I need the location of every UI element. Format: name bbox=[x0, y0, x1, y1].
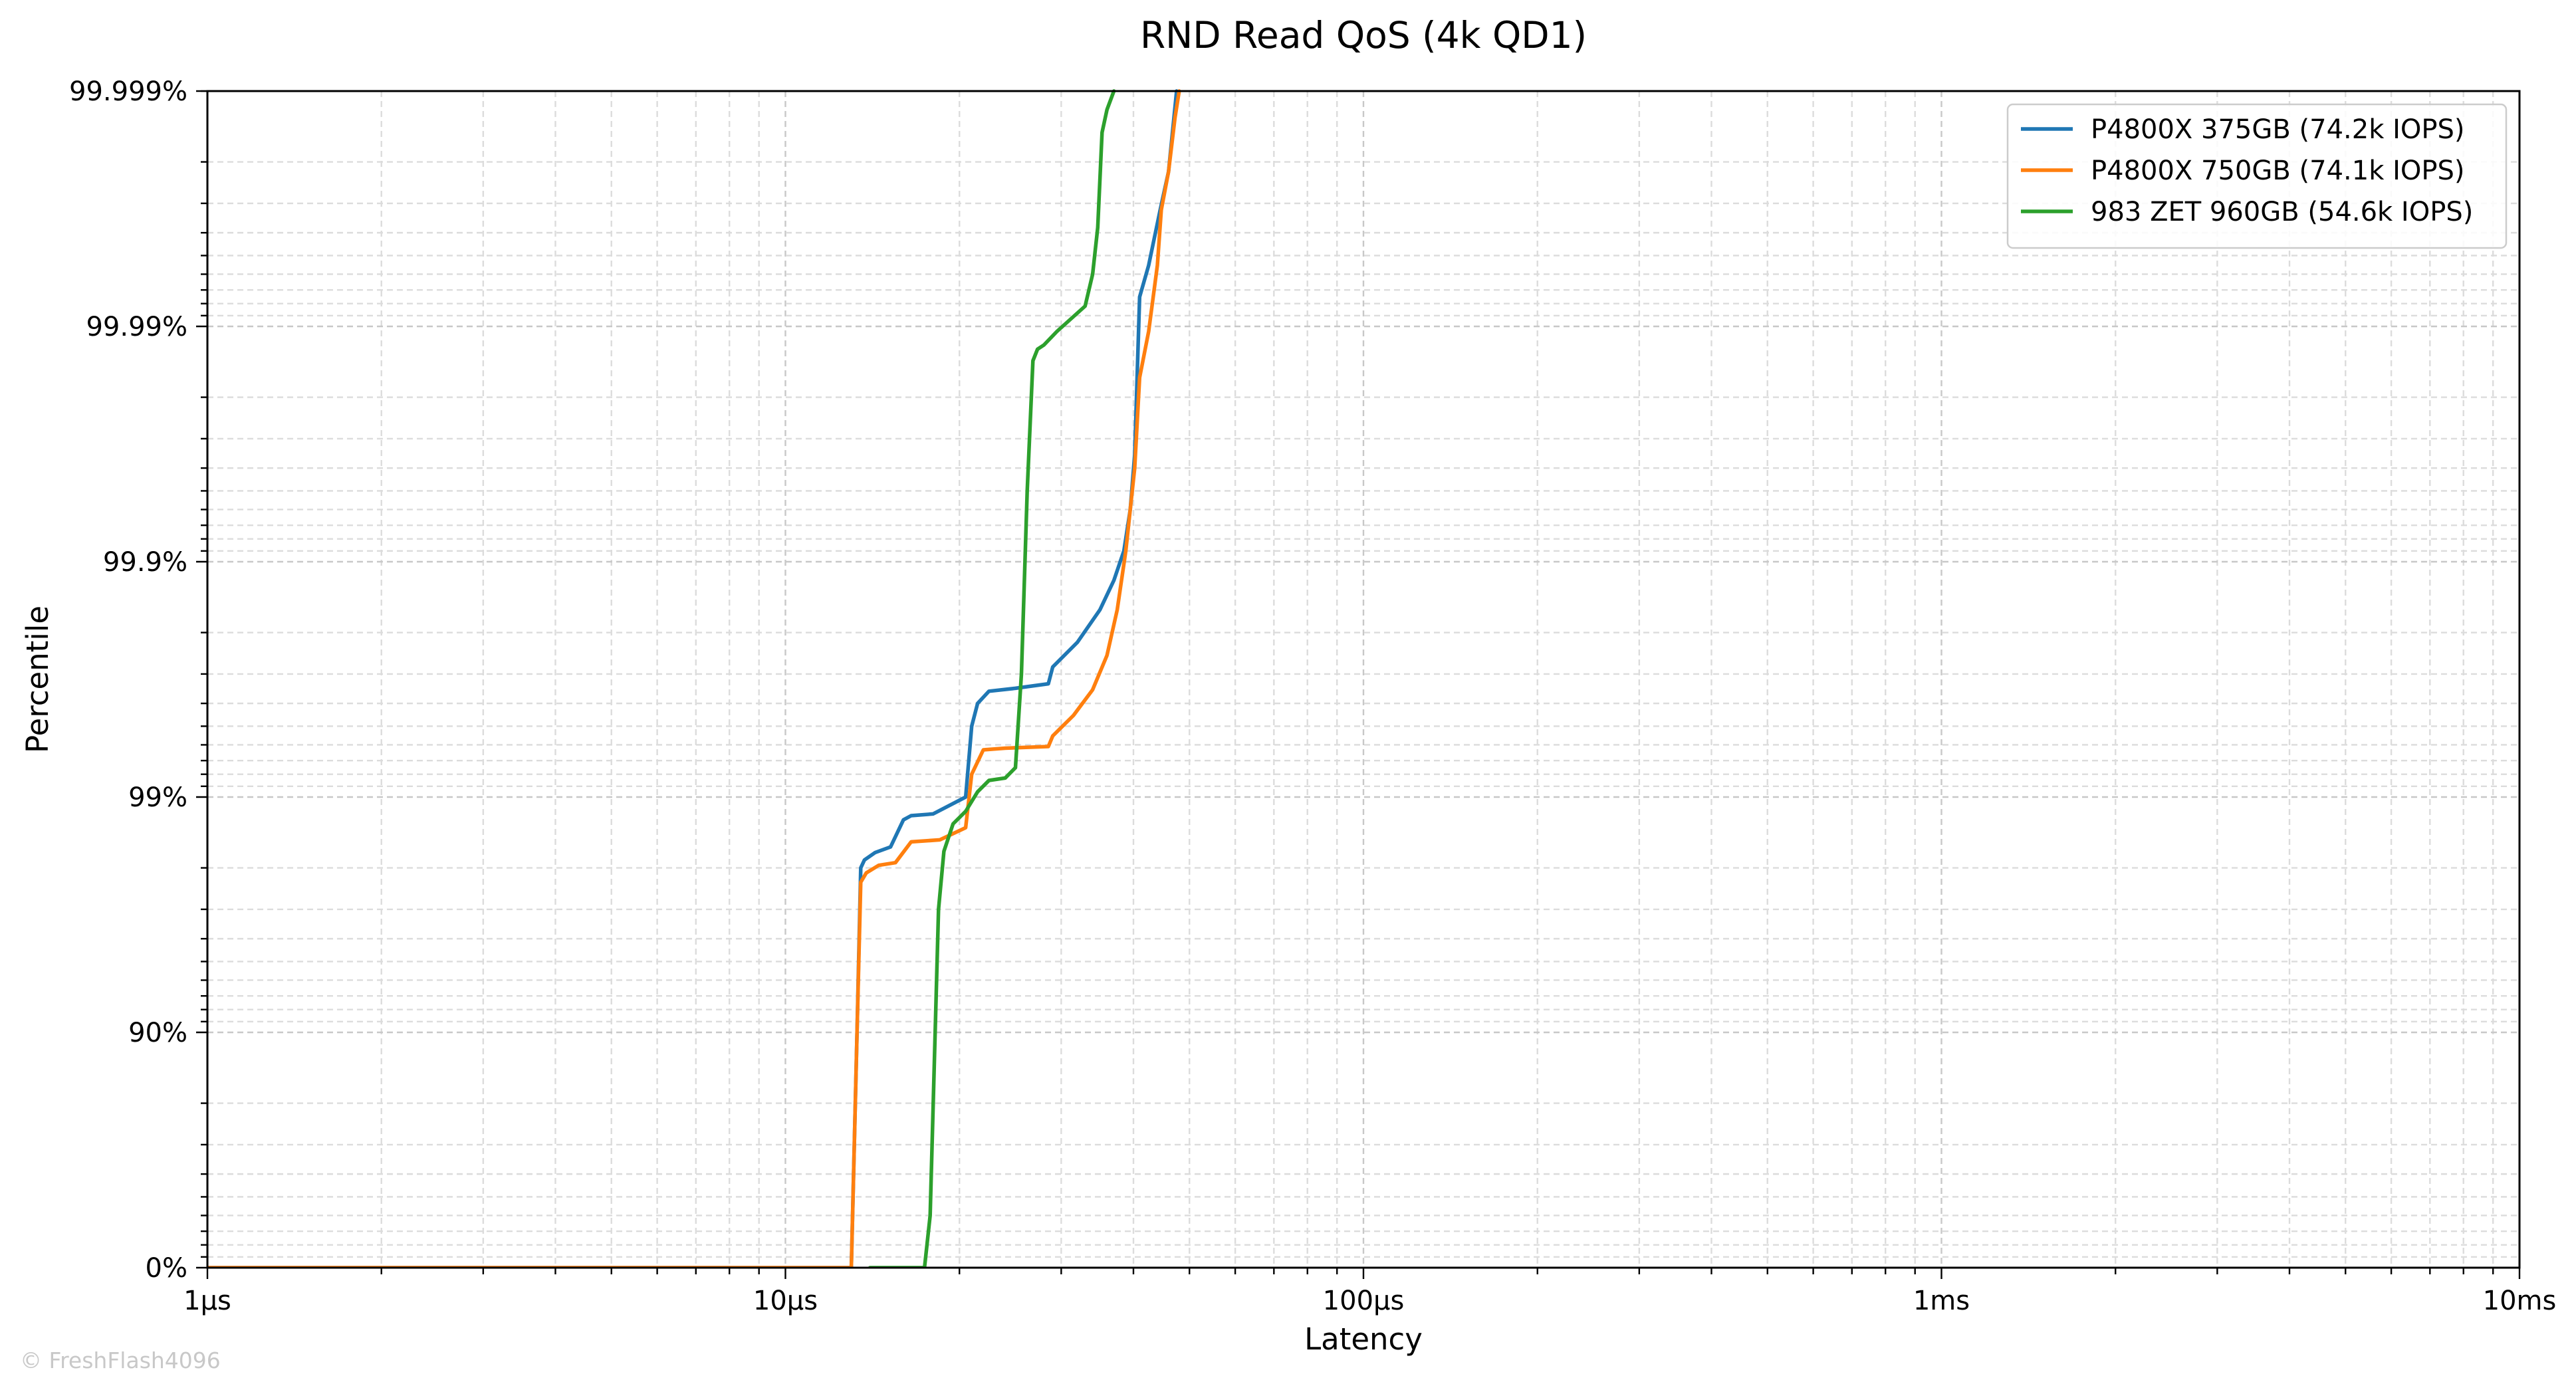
y-tick-label: 99.999% bbox=[69, 76, 187, 107]
y-axis-title: Percentile bbox=[20, 606, 55, 753]
legend-label-1: P4800X 375GB (74.2k IOPS) bbox=[2091, 114, 2464, 145]
y-tick-label: 99.99% bbox=[86, 312, 187, 342]
y-tick-label: 99% bbox=[128, 782, 187, 813]
legend-label-3: 983 ZET 960GB (54.6k IOPS) bbox=[2091, 197, 2473, 227]
axis-ticks bbox=[196, 90, 2521, 1279]
legend: P4800X 375GB (74.2k IOPS) P4800X 750GB (7… bbox=[2006, 103, 2508, 249]
y-tick-label: 0% bbox=[146, 1253, 187, 1284]
series-line-3 bbox=[868, 89, 1116, 1268]
x-tick-label: 10µs bbox=[753, 1286, 818, 1316]
credit-watermark: © FreshFlash4096 bbox=[20, 1347, 221, 1373]
series-line-1 bbox=[207, 89, 1179, 1268]
chart-title: RND Read QoS (4k QD1) bbox=[1140, 14, 1587, 57]
x-tick-label: 1ms bbox=[1913, 1286, 1970, 1316]
tick-labels: 1µs 10µs 100µs 1ms 10ms 0% 90% 99% 99.9% 99.99% 99… bbox=[69, 76, 2556, 1316]
y-tick-label: 90% bbox=[128, 1018, 187, 1048]
series-lines bbox=[207, 89, 1181, 1268]
legend-label-2: P4800X 750GB (74.1k IOPS) bbox=[2091, 156, 2464, 186]
grid bbox=[207, 90, 2519, 1268]
y-tick-label: 99.9% bbox=[103, 547, 187, 578]
series-line-2 bbox=[207, 89, 1181, 1268]
x-tick-label: 1µs bbox=[183, 1286, 231, 1316]
legend-box bbox=[2006, 103, 2508, 249]
x-axis-title: Latency bbox=[1304, 1322, 1423, 1357]
x-tick-label: 10ms bbox=[2483, 1286, 2557, 1316]
x-tick-label: 100µs bbox=[1323, 1286, 1405, 1316]
